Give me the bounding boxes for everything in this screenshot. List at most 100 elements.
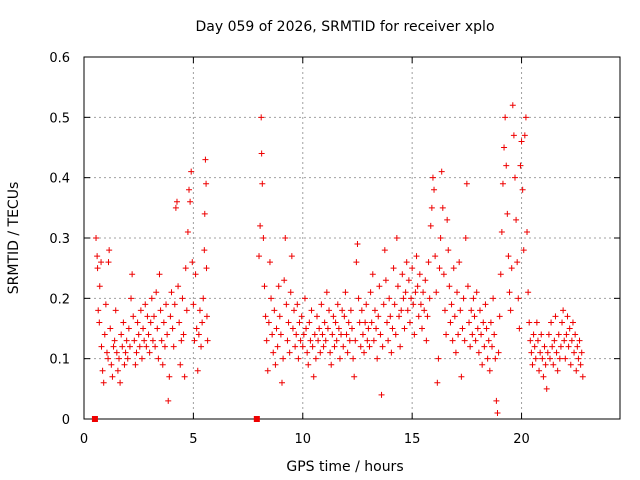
data-point xyxy=(130,313,137,320)
data-point xyxy=(120,319,127,326)
x-tick-label: 10 xyxy=(295,432,312,447)
data-point xyxy=(522,114,529,121)
data-point xyxy=(321,319,328,326)
data-point xyxy=(322,337,329,344)
x-tick-label: 20 xyxy=(513,432,530,447)
data-point xyxy=(177,361,184,368)
data-point xyxy=(403,259,410,266)
data-point xyxy=(189,259,196,266)
data-point xyxy=(573,367,580,374)
data-point xyxy=(445,247,452,254)
data-point xyxy=(434,379,441,386)
data-point xyxy=(525,289,532,296)
data-point xyxy=(94,265,101,272)
data-point xyxy=(396,313,403,320)
data-point xyxy=(304,349,311,356)
data-point xyxy=(274,343,281,350)
data-point xyxy=(511,174,518,181)
data-point xyxy=(184,228,191,235)
data-point xyxy=(481,343,488,350)
data-point xyxy=(394,283,401,290)
data-point xyxy=(300,331,307,338)
data-point xyxy=(487,319,494,326)
data-point xyxy=(152,343,159,350)
data-point xyxy=(292,343,299,350)
data-point xyxy=(501,144,508,151)
data-point xyxy=(156,271,163,278)
data-point xyxy=(480,319,487,326)
data-point xyxy=(134,319,141,326)
data-point xyxy=(539,355,546,362)
y-tick-label: 0.4 xyxy=(49,172,70,187)
data-point xyxy=(413,253,420,260)
data-point xyxy=(293,331,300,338)
data-point xyxy=(382,277,389,284)
data-point xyxy=(334,301,341,308)
data-point xyxy=(96,319,103,326)
data-point xyxy=(353,259,360,266)
data-point xyxy=(107,325,114,332)
data-point xyxy=(441,307,448,314)
data-point xyxy=(148,295,155,302)
data-point xyxy=(398,307,405,314)
data-point xyxy=(515,295,522,302)
data-point xyxy=(565,343,572,350)
data-point xyxy=(492,355,499,362)
data-point xyxy=(363,301,370,308)
data-point xyxy=(310,373,317,380)
data-point xyxy=(444,216,451,223)
data-point xyxy=(464,283,471,290)
data-point xyxy=(484,355,491,362)
data-point xyxy=(577,361,584,368)
data-point xyxy=(309,343,316,350)
data-point xyxy=(327,349,334,356)
data-point xyxy=(201,210,208,217)
data-point xyxy=(318,301,325,308)
data-point xyxy=(144,313,151,320)
data-point xyxy=(203,265,210,272)
data-point xyxy=(98,259,105,266)
data-point xyxy=(311,331,318,338)
data-point xyxy=(200,295,207,302)
data-point xyxy=(276,313,283,320)
data-point xyxy=(575,355,582,362)
data-point xyxy=(540,373,547,380)
data-point xyxy=(180,331,187,338)
data-point xyxy=(560,307,567,314)
data-point xyxy=(519,186,526,193)
chart-title: Day 059 of 2026, SRMTID for receiver xpl… xyxy=(195,19,494,35)
data-point xyxy=(427,222,434,229)
data-point xyxy=(377,331,384,338)
data-point xyxy=(425,259,432,266)
data-point xyxy=(417,301,424,308)
data-point xyxy=(447,319,454,326)
data-point xyxy=(534,337,541,344)
y-tick-label: 0.1 xyxy=(49,353,70,368)
data-point xyxy=(275,283,282,290)
data-point xyxy=(518,138,525,145)
data-point xyxy=(298,313,305,320)
data-point xyxy=(182,265,189,272)
data-point xyxy=(533,319,540,326)
data-point xyxy=(496,313,503,320)
data-point xyxy=(138,355,145,362)
data-point xyxy=(268,295,275,302)
data-point xyxy=(366,343,373,350)
data-point xyxy=(537,349,544,356)
data-point xyxy=(367,289,374,296)
data-point xyxy=(527,337,534,344)
data-point xyxy=(392,331,399,338)
data-point xyxy=(358,307,365,314)
data-point xyxy=(426,295,433,302)
data-point xyxy=(479,361,486,368)
data-point xyxy=(326,307,333,314)
data-point xyxy=(499,180,506,187)
data-point xyxy=(188,168,195,175)
data-point xyxy=(335,325,342,332)
data-point xyxy=(472,337,479,344)
data-point xyxy=(344,349,351,356)
data-point xyxy=(272,361,279,368)
data-point xyxy=(391,301,398,308)
data-point xyxy=(135,331,142,338)
data-point xyxy=(490,295,497,302)
